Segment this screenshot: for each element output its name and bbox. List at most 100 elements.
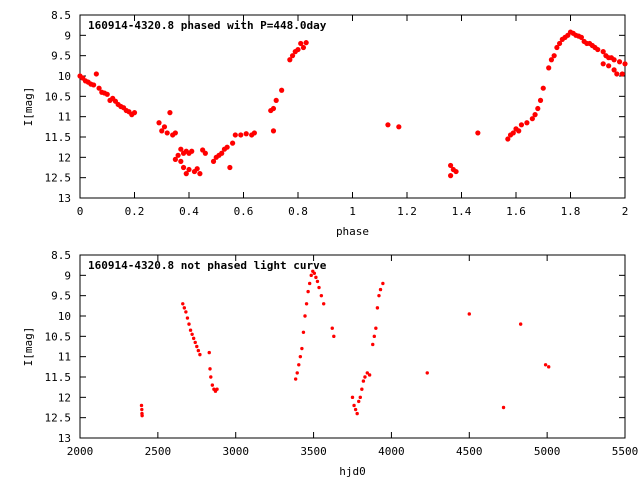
- data-point: [377, 293, 381, 298]
- data-point: [535, 105, 541, 112]
- data-point: [193, 340, 197, 345]
- y-tick-label: 11.5: [45, 371, 72, 384]
- data-point: [540, 85, 546, 91]
- data-point: [309, 273, 313, 278]
- data-point: [186, 166, 192, 173]
- data-point: [251, 130, 257, 136]
- data-point: [375, 306, 380, 310]
- data-point: [159, 128, 165, 134]
- data-point: [350, 395, 355, 400]
- data-point: [317, 285, 321, 290]
- data-point: [548, 57, 555, 63]
- data-point: [185, 316, 190, 320]
- data-point: [232, 132, 238, 138]
- data-point: [510, 130, 516, 136]
- y-tick-label: 8.5: [51, 249, 71, 262]
- x-tick-label: 0.8: [288, 205, 308, 218]
- data-point: [518, 122, 525, 128]
- data-point: [529, 116, 535, 122]
- y-tick-label: 9.5: [51, 290, 71, 303]
- data-point: [279, 87, 285, 93]
- x-tick-label: 1.2: [397, 205, 417, 218]
- data-point: [365, 371, 369, 375]
- data-point: [181, 302, 185, 306]
- data-point: [208, 367, 212, 371]
- y-tick-label: 9: [64, 269, 71, 282]
- data-point: [361, 379, 366, 383]
- data-point: [197, 171, 203, 177]
- data-point: [207, 350, 211, 355]
- data-point: [319, 293, 324, 298]
- data-point: [164, 130, 170, 136]
- data-point: [385, 122, 391, 128]
- data-point: [196, 348, 201, 353]
- y-tick-label: 11: [58, 111, 71, 124]
- data-point: [303, 40, 309, 46]
- unphased-light-curve-panel: 2000 2500 3000 3500 4000 4500 5000 5500 8.5 9 9.5 1…: [22, 249, 638, 478]
- data-point: [352, 403, 356, 408]
- data-point: [301, 330, 306, 334]
- data-point: [371, 342, 375, 347]
- data-point: [501, 405, 506, 410]
- y-tick-label: 12.5: [45, 172, 72, 185]
- x-tick-label: 0.6: [234, 205, 254, 218]
- data-point: [210, 383, 215, 387]
- x-tick-label: 1.8: [561, 205, 581, 218]
- data-point: [140, 407, 144, 412]
- data-point: [270, 128, 277, 134]
- data-point: [554, 44, 560, 51]
- data-point: [315, 279, 320, 284]
- data-point: [224, 144, 230, 150]
- data-point: [537, 97, 544, 103]
- data-point: [332, 334, 336, 339]
- y-tick-label: 11.5: [45, 131, 72, 144]
- plot-title: 160914-4320.8 not phased light curve: [88, 259, 327, 272]
- data-point: [198, 352, 202, 357]
- data-point: [378, 287, 383, 292]
- data-point: [156, 120, 162, 126]
- data-point: [622, 61, 628, 67]
- data-point: [303, 314, 307, 318]
- data-point: [578, 34, 585, 40]
- data-point: [357, 399, 361, 404]
- data-point: [300, 44, 307, 51]
- data-point: [194, 166, 200, 172]
- data-point: [195, 344, 199, 349]
- plot-title: 160914-4320.8 phased with P=448.0day: [88, 19, 327, 32]
- data-point: [167, 110, 173, 116]
- data-point: [524, 120, 530, 126]
- data-point: [210, 158, 217, 164]
- data-point: [425, 371, 429, 375]
- x-tick-label: 0: [77, 205, 84, 218]
- x-tick-label: 4500: [456, 445, 483, 458]
- data-point: [96, 85, 102, 91]
- data-point: [614, 71, 620, 77]
- data-point: [227, 164, 233, 171]
- data-point: [516, 128, 522, 134]
- data-point: [93, 71, 99, 77]
- y-tick-label: 12.5: [45, 412, 72, 425]
- data-point: [243, 131, 249, 137]
- x-tick-label: 5500: [612, 445, 639, 458]
- y-tick-label: 12: [58, 151, 71, 164]
- data-point: [363, 375, 367, 379]
- data-point: [358, 395, 362, 400]
- data-point: [543, 363, 548, 367]
- data-point: [140, 413, 144, 418]
- x-tick-label: 1.6: [506, 205, 526, 218]
- data-point: [289, 53, 296, 59]
- x-tick-label: 0.2: [125, 205, 145, 218]
- data-point: [298, 40, 304, 47]
- y-tick-label: 8.5: [51, 9, 71, 22]
- x-tick-label: 1.4: [452, 205, 472, 218]
- data-point: [551, 53, 557, 59]
- data-point: [547, 365, 551, 369]
- data-point: [381, 281, 385, 286]
- plot-frame: [79, 14, 626, 199]
- y-tick-label: 9: [64, 29, 71, 42]
- data-point: [606, 63, 612, 69]
- data-point: [139, 403, 144, 408]
- data-point: [467, 312, 471, 316]
- data-point: [546, 65, 552, 71]
